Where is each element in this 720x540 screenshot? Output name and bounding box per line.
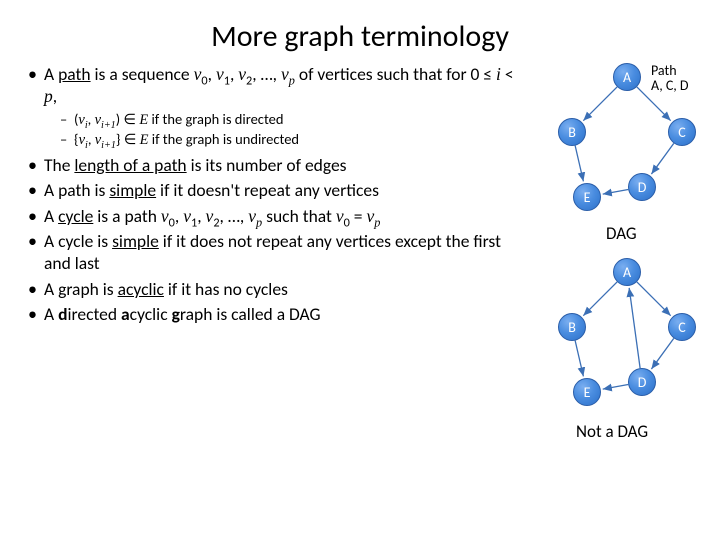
graph-edge [651, 338, 673, 369]
not-dag-caption: Not a DAG [576, 421, 648, 442]
dag-caption: DAG [606, 223, 637, 244]
bullet-list: A path is a sequence v0, v1, v2, …, vp o… [28, 63, 518, 326]
not-dag-edges-svg [518, 258, 718, 428]
bullet-item: A cycle is simple if it does not repeat … [28, 230, 518, 275]
graph-edge [575, 341, 583, 377]
bullet-item: The length of a path is its number of ed… [28, 154, 518, 176]
graph-node-C: C [668, 313, 696, 341]
graph-node-A: A [613, 258, 641, 286]
graph-node-B: B [558, 118, 586, 146]
graph-edge [637, 282, 671, 316]
content-row: A path is a sequence v0, v1, v2, …, vp o… [0, 63, 720, 329]
sub-bullet-item: {vi, vi+1} ∈ E if the graph is undirecte… [60, 130, 518, 150]
not-dag-graph: AB CDE [518, 258, 718, 428]
graph-edge [575, 146, 583, 182]
bullet-list-region: A path is a sequence v0, v1, v2, …, vp o… [0, 63, 518, 329]
graph-edge [583, 87, 617, 121]
graph-node-D: D [628, 173, 656, 201]
sub-bullet-list: (vi, vi+1) ∈ E if the graph is directed … [60, 110, 518, 150]
graph-edge [603, 190, 628, 195]
sub-bullet-item: (vi, vi+1) ∈ E if the graph is directed [60, 110, 518, 130]
bullet-item: A directed acyclic graph is called a DAG [28, 303, 518, 325]
graph-node-B: B [558, 313, 586, 341]
page-title: More graph terminology [0, 0, 720, 63]
graph-node-A: A [613, 63, 641, 91]
path-label: Path A, C, D [651, 63, 689, 94]
diagram-region: ABCDE Path A, C, D DAG ABCDE Not a DAG [518, 63, 718, 329]
graph-edge [603, 385, 628, 390]
graph-edge [629, 288, 640, 368]
bullet-item: A path is simple if it doesn't repeat an… [28, 179, 518, 201]
graph-edge [583, 282, 617, 316]
bullet-text: A path is a sequence v0, v1, v2, …, vp o… [44, 63, 514, 107]
bullet-item: A path is a sequence v0, v1, v2, …, vp o… [28, 63, 518, 150]
dag-graph: AB CDE Path A, C, D [518, 63, 718, 233]
graph-node-D: D [628, 368, 656, 396]
graph-node-E: E [573, 183, 601, 211]
graph-node-E: E [573, 378, 601, 406]
graph-edge [651, 143, 673, 174]
bullet-item: A graph is acyclic if it has no cycles [28, 278, 518, 300]
graph-node-C: C [668, 118, 696, 146]
bullet-item: A cycle is a path v0, v1, v2, …, vp such… [28, 205, 518, 227]
